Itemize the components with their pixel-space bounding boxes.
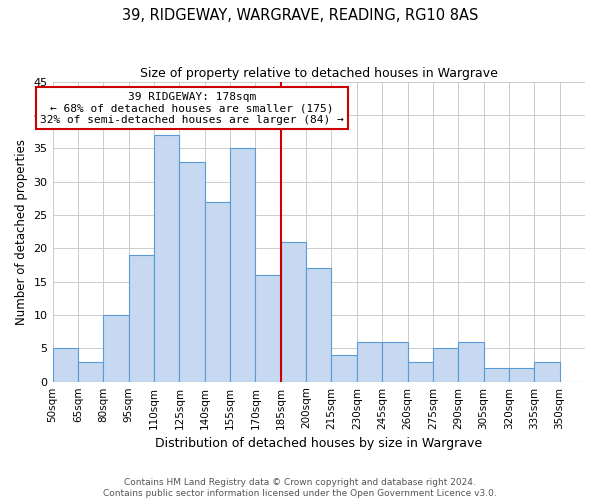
Bar [281, 242, 306, 382]
Bar [382, 342, 407, 382]
Bar [306, 268, 331, 382]
Bar [154, 135, 179, 382]
Bar [534, 362, 560, 382]
Bar [357, 342, 382, 382]
Bar [53, 348, 78, 382]
Bar [509, 368, 534, 382]
Text: 39 RIDGEWAY: 178sqm
← 68% of detached houses are smaller (175)
32% of semi-detac: 39 RIDGEWAY: 178sqm ← 68% of detached ho… [40, 92, 344, 125]
X-axis label: Distribution of detached houses by size in Wargrave: Distribution of detached houses by size … [155, 437, 482, 450]
Bar [458, 342, 484, 382]
Bar [256, 275, 281, 382]
Bar [205, 202, 230, 382]
Bar [230, 148, 256, 382]
Bar [103, 315, 128, 382]
Bar [331, 355, 357, 382]
Bar [484, 368, 509, 382]
Bar [128, 255, 154, 382]
Bar [78, 362, 103, 382]
Text: Contains HM Land Registry data © Crown copyright and database right 2024.
Contai: Contains HM Land Registry data © Crown c… [103, 478, 497, 498]
Bar [179, 162, 205, 382]
Text: 39, RIDGEWAY, WARGRAVE, READING, RG10 8AS: 39, RIDGEWAY, WARGRAVE, READING, RG10 8A… [122, 8, 478, 22]
Bar [407, 362, 433, 382]
Y-axis label: Number of detached properties: Number of detached properties [15, 138, 28, 324]
Title: Size of property relative to detached houses in Wargrave: Size of property relative to detached ho… [140, 68, 498, 80]
Bar [433, 348, 458, 382]
